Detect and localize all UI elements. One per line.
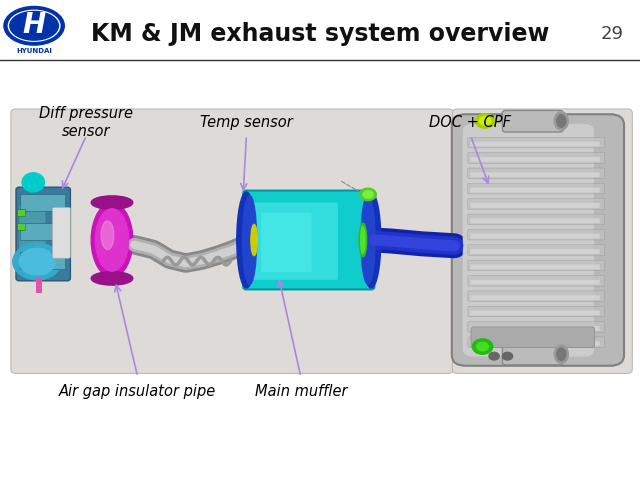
FancyBboxPatch shape [470, 172, 600, 177]
Text: KM & JM exhaust system overview: KM & JM exhaust system overview [91, 22, 549, 46]
FancyBboxPatch shape [468, 183, 605, 194]
Circle shape [476, 114, 495, 128]
Ellipse shape [10, 12, 58, 40]
Circle shape [360, 188, 376, 201]
FancyBboxPatch shape [52, 207, 70, 258]
Text: Diff pressure
sensor: Diff pressure sensor [40, 106, 133, 139]
FancyBboxPatch shape [502, 343, 563, 365]
FancyBboxPatch shape [452, 109, 632, 373]
Bar [20, 223, 65, 240]
FancyBboxPatch shape [452, 114, 624, 366]
FancyBboxPatch shape [470, 188, 600, 192]
FancyBboxPatch shape [468, 260, 605, 271]
Ellipse shape [237, 192, 256, 288]
Ellipse shape [8, 10, 60, 41]
Bar [36, 278, 42, 293]
FancyBboxPatch shape [468, 276, 605, 286]
Ellipse shape [95, 209, 129, 271]
Ellipse shape [92, 203, 133, 277]
FancyBboxPatch shape [470, 234, 600, 239]
Text: H: H [22, 11, 45, 39]
FancyBboxPatch shape [468, 306, 605, 317]
Bar [20, 252, 65, 269]
FancyBboxPatch shape [16, 187, 70, 281]
FancyBboxPatch shape [468, 199, 605, 209]
Ellipse shape [359, 223, 367, 257]
FancyBboxPatch shape [470, 142, 600, 146]
Ellipse shape [251, 225, 257, 255]
Ellipse shape [243, 196, 257, 284]
Ellipse shape [361, 227, 365, 253]
Text: Main muffler: Main muffler [255, 384, 347, 399]
FancyBboxPatch shape [468, 229, 605, 240]
FancyBboxPatch shape [470, 157, 600, 162]
Text: Air gap insulator pipe: Air gap insulator pipe [59, 384, 216, 399]
Circle shape [479, 117, 491, 125]
FancyBboxPatch shape [468, 337, 605, 348]
FancyBboxPatch shape [470, 203, 600, 208]
Text: HYUNDAI: HYUNDAI [16, 48, 52, 55]
FancyBboxPatch shape [468, 291, 605, 301]
Text: 29: 29 [601, 25, 624, 43]
Bar [20, 194, 65, 211]
FancyBboxPatch shape [470, 341, 600, 346]
FancyBboxPatch shape [470, 264, 600, 269]
FancyBboxPatch shape [463, 124, 594, 357]
Ellipse shape [554, 345, 568, 363]
Circle shape [472, 339, 493, 354]
FancyBboxPatch shape [470, 249, 600, 254]
Ellipse shape [92, 272, 133, 285]
FancyBboxPatch shape [468, 322, 605, 332]
Circle shape [502, 352, 513, 360]
Ellipse shape [361, 196, 375, 284]
Ellipse shape [101, 221, 114, 250]
Ellipse shape [557, 115, 566, 127]
FancyBboxPatch shape [468, 245, 605, 255]
FancyBboxPatch shape [470, 280, 600, 285]
Bar [17, 223, 25, 230]
Circle shape [477, 342, 488, 351]
Circle shape [363, 191, 373, 198]
Ellipse shape [22, 173, 45, 192]
Ellipse shape [362, 192, 381, 288]
Ellipse shape [557, 348, 566, 360]
FancyBboxPatch shape [468, 168, 605, 179]
Text: Temp sensor: Temp sensor [200, 115, 292, 130]
FancyBboxPatch shape [470, 295, 600, 300]
FancyBboxPatch shape [243, 191, 374, 289]
FancyBboxPatch shape [261, 213, 312, 272]
Ellipse shape [554, 112, 568, 130]
FancyBboxPatch shape [468, 214, 605, 225]
Ellipse shape [92, 196, 133, 209]
FancyBboxPatch shape [468, 137, 605, 148]
Ellipse shape [4, 6, 64, 45]
Bar [17, 209, 25, 216]
FancyBboxPatch shape [471, 327, 595, 348]
FancyBboxPatch shape [502, 110, 563, 132]
Circle shape [13, 243, 61, 280]
FancyBboxPatch shape [470, 326, 600, 331]
Circle shape [19, 248, 55, 275]
FancyBboxPatch shape [468, 153, 605, 163]
FancyBboxPatch shape [19, 205, 45, 270]
Circle shape [489, 352, 499, 360]
Text: DOC + CPF: DOC + CPF [429, 115, 511, 130]
FancyBboxPatch shape [251, 203, 338, 280]
FancyBboxPatch shape [470, 311, 600, 315]
FancyBboxPatch shape [470, 218, 600, 223]
FancyBboxPatch shape [11, 109, 453, 373]
